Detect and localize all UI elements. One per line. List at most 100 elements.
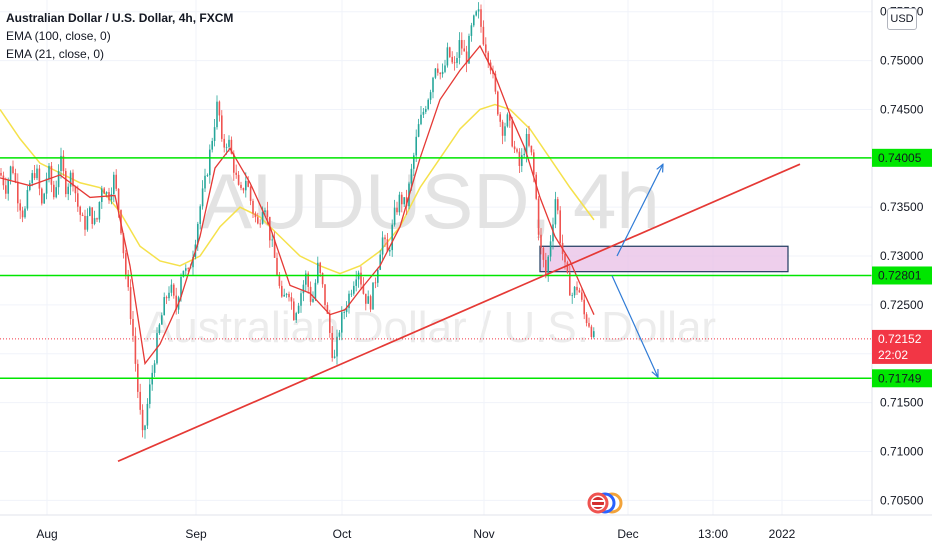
candle-body	[305, 273, 307, 285]
candle	[158, 323, 161, 335]
candle	[247, 176, 249, 188]
candle-body	[206, 175, 209, 177]
candle	[269, 216, 271, 248]
candle-body	[237, 174, 240, 185]
candle-body	[302, 284, 305, 294]
candle	[523, 147, 525, 158]
candle-body	[271, 239, 273, 241]
candle	[417, 118, 420, 138]
candle	[2, 171, 5, 190]
candle	[386, 233, 389, 252]
candle	[456, 52, 458, 68]
candle-body	[98, 201, 101, 220]
trend-line	[117, 163, 801, 463]
candle	[528, 125, 530, 148]
candle	[19, 199, 21, 219]
candle	[43, 192, 45, 204]
price-tick-label: 0.71000	[880, 444, 924, 458]
candle-body	[134, 335, 137, 364]
candle-body	[161, 315, 163, 325]
candle	[511, 116, 513, 148]
candle	[5, 177, 7, 199]
candle-body	[225, 146, 228, 148]
legend-ema100[interactable]: EMA (100, close, 0)	[6, 29, 111, 43]
candle	[12, 160, 14, 175]
candle	[341, 306, 343, 341]
candle-body	[264, 210, 266, 213]
currency-button[interactable]: USD	[887, 8, 917, 30]
candle-body	[12, 166, 14, 174]
candle-body	[501, 121, 504, 136]
candle	[338, 329, 341, 341]
candle	[139, 383, 141, 415]
candle-body	[533, 152, 535, 175]
candle	[281, 280, 283, 298]
candle-body	[233, 153, 235, 173]
candle-body	[290, 297, 293, 302]
candle	[98, 201, 101, 223]
candle-body	[21, 210, 24, 218]
candle-body	[345, 308, 348, 313]
candle	[132, 311, 134, 342]
candle	[79, 205, 81, 222]
candle-body	[127, 274, 129, 288]
candle-body	[96, 218, 98, 220]
candle	[396, 201, 398, 215]
candle-body	[216, 101, 218, 128]
candle	[276, 252, 278, 276]
candle	[182, 270, 185, 278]
candle-body	[29, 183, 31, 190]
candle-body	[240, 184, 242, 189]
candle-body	[485, 44, 487, 53]
legend-ema21[interactable]: EMA (21, close, 0)	[6, 47, 105, 61]
candle-body	[223, 138, 225, 148]
candle-body	[9, 166, 12, 181]
candle	[415, 129, 417, 162]
candle-body	[461, 40, 463, 49]
candle	[331, 326, 333, 362]
candle-body	[269, 216, 271, 241]
candle-body	[163, 297, 165, 316]
candle	[425, 105, 427, 115]
candle-body	[499, 114, 501, 122]
candle	[429, 89, 432, 105]
candle	[588, 317, 590, 328]
candle-body	[386, 239, 389, 252]
candle-body	[410, 168, 413, 184]
candle-body	[257, 217, 259, 224]
candle	[127, 269, 129, 291]
candle	[449, 46, 451, 59]
level-price-tag	[872, 266, 932, 285]
candle-body	[566, 262, 569, 273]
candle	[475, 10, 477, 17]
candle-body	[549, 241, 552, 257]
candle-body	[439, 72, 441, 75]
candle-body	[506, 114, 509, 127]
candle	[216, 95, 218, 130]
candle	[518, 148, 521, 174]
candle-body	[297, 305, 300, 314]
candle-body	[398, 194, 401, 213]
candle	[542, 246, 545, 268]
candle	[41, 187, 43, 206]
candle-body	[317, 262, 319, 283]
candle	[509, 113, 511, 128]
candle-body	[281, 285, 283, 297]
candle-body	[333, 356, 336, 358]
time-tick-label: Nov	[473, 527, 494, 541]
candle	[437, 63, 439, 76]
candle-body	[235, 172, 237, 175]
candle	[465, 45, 468, 73]
candle	[506, 112, 509, 128]
candle	[434, 67, 437, 80]
candle-body	[285, 293, 288, 295]
candle-body	[511, 120, 513, 147]
candle-body	[365, 293, 367, 304]
time-tick-label: 13:00	[698, 527, 728, 541]
candle-body	[463, 48, 465, 52]
candle-body	[170, 284, 173, 293]
candle	[581, 288, 583, 302]
candle-body	[31, 173, 33, 184]
candle-body	[516, 149, 518, 152]
